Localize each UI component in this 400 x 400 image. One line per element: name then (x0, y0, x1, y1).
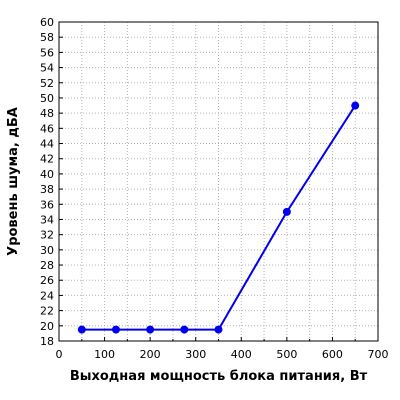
y-tick-label: 18 (40, 335, 54, 348)
x-tick-label: 0 (56, 348, 63, 361)
data-point (111, 325, 120, 334)
y-tick-label: 24 (40, 289, 54, 302)
y-tick-label: 22 (40, 305, 54, 318)
y-tick-label: 50 (40, 92, 54, 105)
x-axis-label: Выходная мощность блока питания, Вт (70, 369, 368, 384)
y-tick-label: 34 (40, 213, 54, 226)
data-point (146, 325, 155, 334)
data-point (351, 101, 360, 110)
y-tick-label: 36 (40, 198, 54, 211)
y-tick-label: 42 (40, 153, 54, 166)
y-tick-label: 28 (40, 259, 54, 272)
y-tick-label: 52 (40, 77, 54, 90)
y-tick-label: 56 (40, 46, 54, 59)
x-tick-label: 300 (185, 348, 206, 361)
data-point (282, 207, 291, 216)
y-tick-label: 54 (40, 62, 54, 75)
x-tick-label: 600 (322, 348, 343, 361)
y-tick-label: 58 (40, 31, 54, 44)
y-tick-label: 46 (40, 122, 54, 135)
x-tick-label: 200 (140, 348, 161, 361)
x-tick-label: 700 (368, 348, 389, 361)
x-tick-label: 100 (94, 348, 115, 361)
y-tick-label: 38 (40, 183, 54, 196)
data-point (214, 325, 223, 334)
data-point (77, 325, 86, 334)
y-tick-label: 60 (40, 16, 54, 29)
x-tick-label: 500 (276, 348, 297, 361)
y-tick-label: 40 (40, 168, 54, 181)
y-tick-label: 48 (40, 107, 54, 120)
axis-ticks: 0 100 200 300 400 500 600 700 18 20 22 24 26 28 30 32 34… (40, 16, 389, 361)
y-tick-label: 20 (40, 320, 54, 333)
y-axis-label: Уровень шума, дБА (6, 107, 21, 256)
y-tick-label: 32 (40, 229, 54, 242)
series-layer (77, 101, 360, 334)
x-tick-label: 400 (231, 348, 252, 361)
y-tick-label: 30 (40, 244, 54, 257)
data-point (180, 325, 189, 334)
grid-lines (59, 22, 378, 341)
y-tick-label: 26 (40, 274, 54, 287)
y-tick-label: 44 (40, 138, 54, 151)
